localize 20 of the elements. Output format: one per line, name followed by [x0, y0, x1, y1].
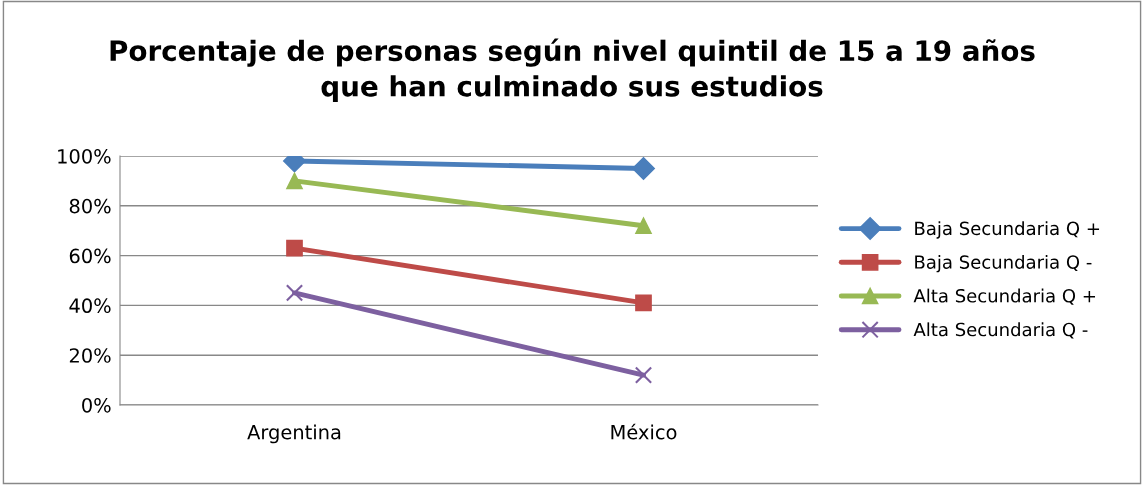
y-tick-label: 40%: [69, 298, 111, 314]
x-tick-label: Argentina: [247, 424, 341, 444]
y-tick-label: 60%: [69, 248, 111, 264]
legend-label: Alta Secundaria Q -: [913, 322, 1088, 339]
legend-label: Alta Secundaria Q +: [913, 288, 1096, 305]
point: [635, 217, 652, 235]
y-tick-label: 100%: [58, 148, 111, 164]
point: [286, 239, 303, 257]
point: [285, 284, 304, 302]
legend-label: Baja Secundaria Q +: [915, 221, 1100, 239]
y-tick-label: 80%: [69, 198, 111, 214]
y-tick-label: 20%: [69, 348, 111, 363]
point: [635, 294, 652, 312]
chart-title: Porcentaje de personas según nivel quintil de 15 a 19 años que han culminado sus estudios: [110, 38, 1035, 103]
point: [634, 366, 653, 384]
y-tick-label: 0%: [82, 397, 111, 413]
legend-label: Baja Secundaria Q -: [915, 254, 1092, 273]
point: [632, 156, 655, 180]
x-tick-label: México: [611, 423, 677, 440]
point: [286, 172, 303, 190]
